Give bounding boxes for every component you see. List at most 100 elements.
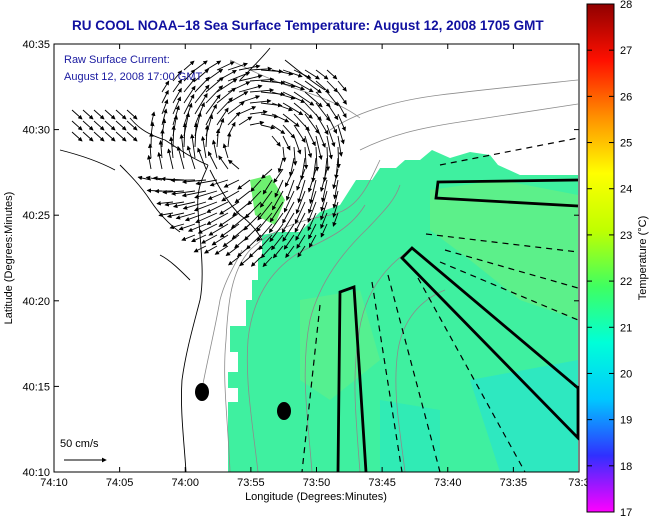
current-vector	[178, 223, 196, 231]
dashed-line	[387, 274, 441, 473]
current-vector	[337, 124, 345, 145]
dashed-line	[425, 233, 579, 253]
current-vector	[272, 190, 284, 211]
colorbar-tick-label: 25	[620, 138, 632, 150]
current-vector	[315, 135, 323, 161]
current-vector	[172, 87, 182, 104]
current-vector	[308, 223, 317, 240]
current-vector	[320, 223, 328, 238]
current-vector	[326, 69, 338, 80]
contour-line	[229, 59, 361, 119]
current-vector	[244, 201, 262, 219]
current-vector	[250, 256, 262, 267]
current-vector	[296, 168, 306, 191]
current-vector	[214, 245, 229, 255]
current-vector	[308, 234, 317, 248]
current-annotation-line2: August 12, 2008 17:00 GMT	[64, 71, 202, 83]
current-vector	[315, 113, 329, 135]
current-vector	[161, 80, 170, 93]
current-vector	[115, 109, 127, 120]
current-vector	[206, 201, 229, 213]
current-vector	[216, 97, 233, 115]
contour-line	[304, 184, 401, 473]
current-vector	[201, 234, 218, 244]
colorbar-ticks: 28 27 26 25 24 23 22 21 20 19 18 17	[587, 0, 632, 518]
dashed-line	[439, 261, 579, 321]
current-vector	[205, 68, 224, 82]
current-vector	[315, 69, 329, 80]
current-vector	[293, 91, 315, 106]
current-vector	[282, 113, 300, 127]
current-vector	[238, 74, 263, 82]
current-vector	[183, 69, 196, 82]
current-vector	[161, 89, 169, 104]
current-vector	[176, 145, 185, 170]
current-vector	[215, 128, 221, 148]
current-vector	[219, 201, 240, 215]
current-vector	[194, 84, 210, 104]
y-axis-label: Latitude (Degrees:Minutes)	[3, 192, 15, 325]
current-vector	[216, 107, 229, 126]
current-vector	[194, 60, 208, 71]
current-vectors	[71, 60, 347, 268]
current-vector	[238, 84, 263, 93]
current-vector	[147, 154, 152, 170]
current-vector	[172, 70, 183, 82]
current-vector	[216, 87, 237, 104]
current-vector	[238, 116, 253, 126]
current-vector	[292, 146, 298, 166]
current-vector	[319, 201, 328, 221]
current-vector	[304, 80, 322, 94]
current-vector	[293, 124, 306, 143]
current-vector	[320, 212, 328, 230]
current-annotation-line1: Raw Surface Current:	[64, 54, 170, 66]
current-vector	[269, 201, 284, 223]
current-vector	[207, 190, 229, 200]
current-vector	[282, 69, 303, 78]
current-vector	[71, 109, 83, 120]
current-vector	[295, 190, 306, 215]
current-vector	[307, 168, 317, 193]
x-axis-label: Longitude (Degrees:Minutes)	[245, 491, 387, 503]
current-vector	[283, 190, 295, 213]
current-vector	[244, 223, 262, 241]
current-vector	[262, 256, 273, 268]
coastline-shore	[159, 254, 191, 281]
dashed-line	[444, 249, 579, 289]
current-vector	[281, 212, 295, 234]
current-vector	[257, 201, 273, 221]
current-vector	[157, 151, 163, 170]
x-tick-label: 73:35	[500, 477, 528, 489]
current-vector	[271, 102, 294, 112]
current-vector	[271, 135, 281, 147]
current-vector	[260, 245, 273, 259]
current-vector	[293, 80, 314, 93]
current-vector	[227, 81, 251, 93]
x-tick-label: 73:55	[237, 477, 265, 489]
current-vector	[207, 151, 218, 170]
x-tick-label: 73:3	[568, 477, 589, 489]
marker-blob	[195, 383, 209, 401]
current-vector	[232, 201, 251, 217]
current-vector	[239, 256, 251, 267]
current-vector	[256, 212, 273, 233]
current-vector	[282, 135, 291, 151]
contour-line	[224, 159, 381, 473]
current-vector	[304, 124, 316, 147]
current-vector	[172, 79, 183, 93]
current-vector	[268, 212, 284, 234]
current-vector	[249, 66, 273, 72]
current-vector	[320, 190, 328, 212]
x-tick-label: 74:10	[40, 477, 68, 489]
current-vector	[194, 190, 218, 199]
current-vector	[164, 201, 185, 207]
current-vector	[200, 135, 207, 159]
current-vector	[206, 212, 229, 225]
current-vector	[332, 190, 339, 209]
current-vector	[294, 201, 306, 225]
colorbar-label: Temperature (°C)	[637, 216, 649, 300]
shipping-lane	[336, 285, 368, 473]
current-vector	[307, 190, 317, 214]
current-vector	[309, 179, 317, 204]
current-vector	[269, 223, 284, 243]
